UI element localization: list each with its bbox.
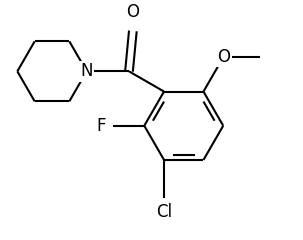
- Text: O: O: [217, 48, 230, 66]
- Text: Cl: Cl: [156, 203, 172, 221]
- Text: O: O: [126, 3, 139, 21]
- Text: F: F: [96, 117, 106, 135]
- Text: N: N: [80, 62, 93, 80]
- Text: N: N: [80, 62, 93, 80]
